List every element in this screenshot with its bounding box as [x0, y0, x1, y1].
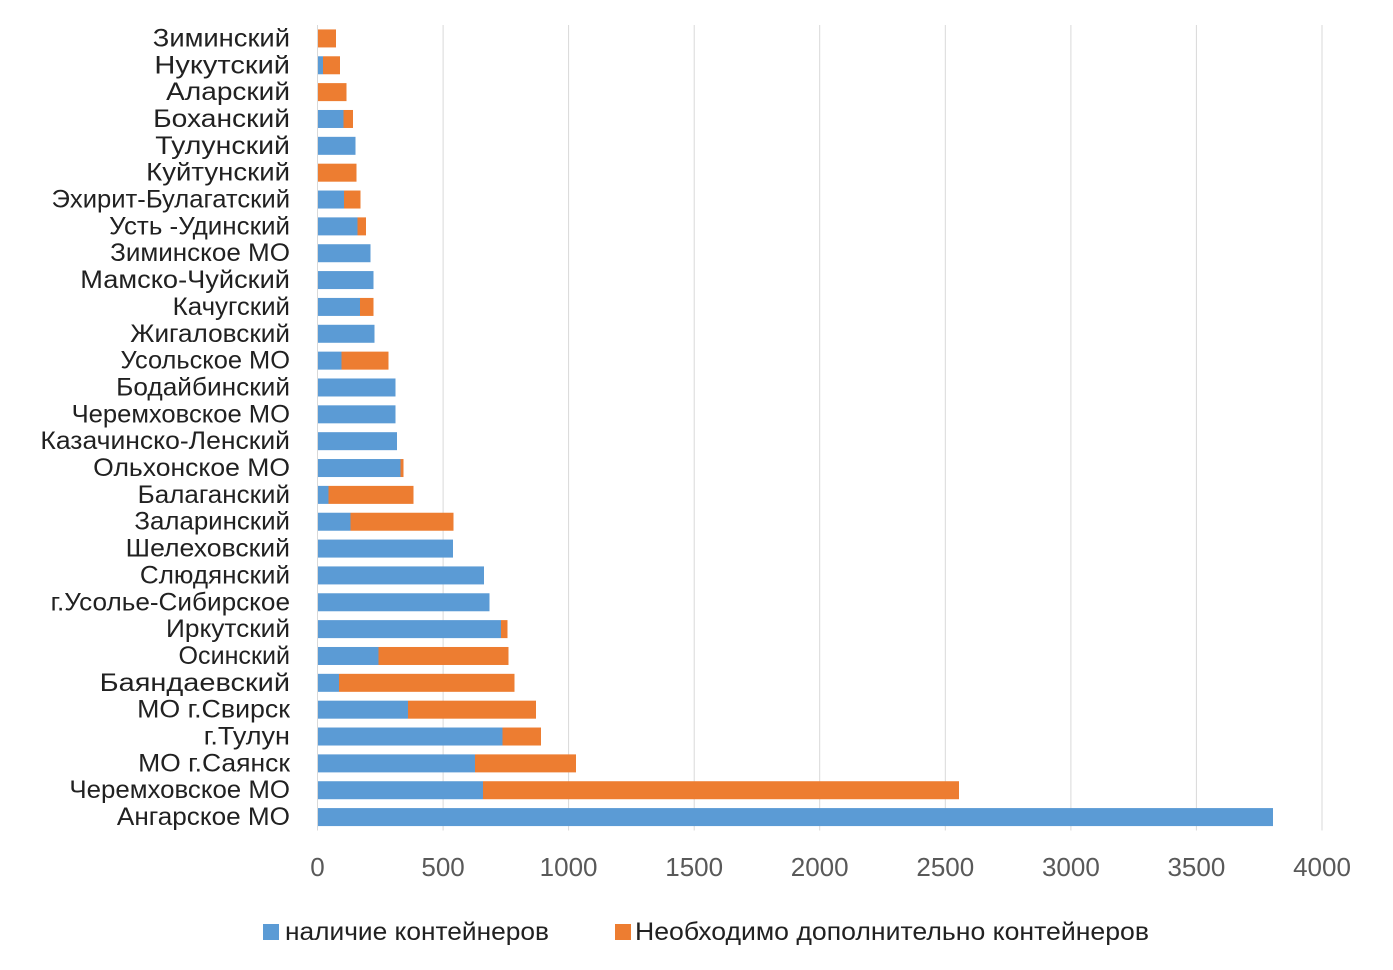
- svg-text:МО г.Саянск: МО г.Саянск: [138, 749, 291, 777]
- svg-text:Осинский: Осинский: [179, 642, 291, 670]
- svg-text:Казачинско-Ленский: Казачинско-Ленский: [40, 427, 290, 455]
- svg-text:Качугский: Качугский: [173, 293, 290, 321]
- svg-text:Черемховское МО: Черемховское МО: [69, 776, 290, 804]
- svg-text:Заларинский: Заларинский: [134, 508, 290, 536]
- svg-text:500: 500: [421, 852, 464, 882]
- svg-text:1000: 1000: [540, 852, 598, 882]
- svg-text:Иркутский: Иркутский: [166, 615, 290, 643]
- svg-text:0: 0: [310, 852, 324, 882]
- svg-text:Эхирит-Булагатский: Эхирит-Булагатский: [52, 186, 291, 214]
- svg-text:г.Усолье-Сибирское: г.Усолье-Сибирское: [51, 588, 290, 616]
- svg-text:Зиминское МО: Зиминское МО: [110, 239, 290, 267]
- svg-text:МО г.Свирск: МО г.Свирск: [137, 696, 291, 724]
- svg-text:Черемховское МО: Черемховское МО: [72, 400, 290, 428]
- svg-text:3000: 3000: [1042, 852, 1100, 882]
- svg-text:Тулунский: Тулунский: [155, 132, 290, 160]
- svg-text:1500: 1500: [665, 852, 723, 882]
- svg-text:Слюдянский: Слюдянский: [140, 561, 290, 589]
- svg-text:Необходимо дополнительно конте: Необходимо дополнительно контейнеров: [635, 918, 1149, 946]
- svg-text:2000: 2000: [791, 852, 849, 882]
- svg-text:Жигаловский: Жигаловский: [130, 320, 290, 348]
- svg-text:Аларский: Аларский: [166, 78, 290, 106]
- svg-text:Усть -Удинский: Усть -Удинский: [109, 212, 290, 240]
- svg-text:г.Тулун: г.Тулун: [204, 723, 290, 751]
- svg-text:Ольхонское МО: Ольхонское МО: [93, 454, 290, 482]
- svg-text:наличие контейнеров: наличие контейнеров: [285, 918, 549, 946]
- svg-text:Баяндаевский: Баяндаевский: [100, 669, 290, 697]
- svg-text:Ангарское МО: Ангарское МО: [117, 803, 290, 831]
- svg-text:Зиминский: Зиминский: [153, 24, 290, 52]
- svg-text:Нукутский: Нукутский: [154, 51, 290, 79]
- svg-text:Куйтунский: Куйтунский: [146, 159, 290, 187]
- svg-text:Балаганский: Балаганский: [138, 481, 290, 509]
- svg-text:3500: 3500: [1167, 852, 1225, 882]
- svg-text:Бодайбинский: Бодайбинский: [116, 373, 290, 401]
- svg-text:Усольское МО: Усольское МО: [121, 347, 291, 375]
- svg-text:4000: 4000: [1293, 852, 1351, 882]
- svg-text:Мамско-Чуйский: Мамско-Чуйский: [80, 266, 290, 294]
- svg-text:Боханский: Боханский: [153, 105, 290, 133]
- svg-text:Шелеховский: Шелеховский: [126, 535, 290, 563]
- svg-text:2500: 2500: [916, 852, 974, 882]
